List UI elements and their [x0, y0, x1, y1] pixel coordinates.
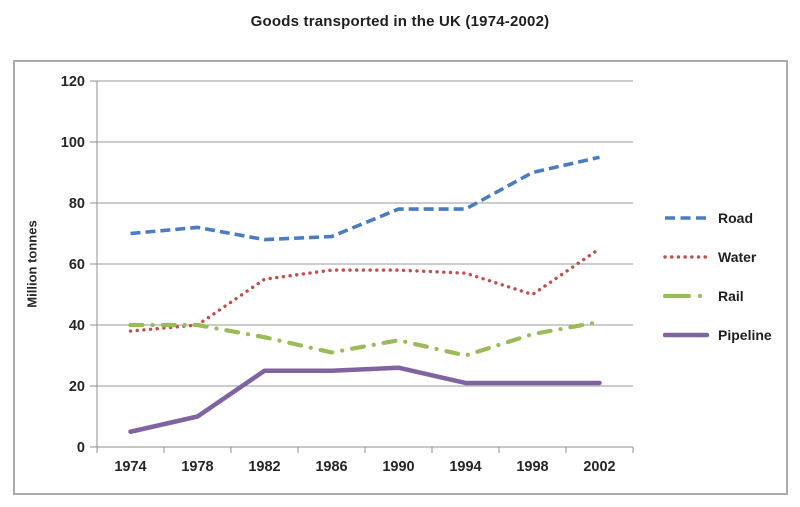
legend: Road Water Rail Pipeline: [663, 205, 772, 347]
legend-item-pipeline: Pipeline: [663, 322, 772, 347]
y-tick-label-100: 100: [61, 135, 85, 151]
series-line-water: [128, 247, 602, 333]
chart-title: Goods transported in the UK (1974-2002): [250, 13, 550, 30]
x-tick-label-1978: 1978: [181, 459, 213, 475]
legend-item-water: Water: [663, 244, 772, 269]
legend-swatch-road: [665, 215, 707, 220]
plot-svg: 0 20 40 60 80 100 120 1974 1978 1982 1986 1990 1994 1…: [61, 74, 634, 475]
x-tick-label-1974: 1974: [114, 459, 146, 475]
x-tick-label-1990: 1990: [382, 459, 414, 475]
x-tick-label-1998: 1998: [516, 459, 548, 475]
y-tick-label-40: 40: [69, 318, 85, 334]
x-tick-label-1982: 1982: [248, 459, 280, 475]
legend-label-pipeline: Pipeline: [718, 326, 772, 343]
legend-item-rail: Rail: [663, 283, 772, 308]
legend-swatch-water: [663, 254, 709, 259]
y-tick-label-60: 60: [69, 257, 85, 273]
legend-swatch-pipeline: [663, 332, 709, 337]
legend-label-road: Road: [718, 209, 753, 226]
y-tick-label-20: 20: [69, 379, 85, 395]
x-tick-label-1994: 1994: [449, 459, 481, 475]
x-tick-label-1986: 1986: [315, 459, 347, 475]
series-line-pipeline: [128, 365, 602, 434]
series-line-rail: [128, 319, 602, 358]
series-line-road: [130, 155, 600, 242]
x-tick-label-2002: 2002: [583, 459, 615, 475]
legend-label-rail: Rail: [718, 287, 744, 304]
y-tick-label-0: 0: [77, 440, 85, 456]
y-axis-title: Million tonnes: [24, 220, 40, 308]
legend-swatch-rail: [663, 293, 709, 298]
y-tick-label-120: 120: [61, 74, 85, 90]
legend-label-water: Water: [718, 248, 757, 265]
chart-frame: 0 20 40 60 80 100 120 1974 1978 1982 1986 1990 1994 1…: [13, 60, 788, 495]
y-tick-label-80: 80: [69, 196, 85, 212]
legend-item-road: Road: [663, 205, 772, 230]
